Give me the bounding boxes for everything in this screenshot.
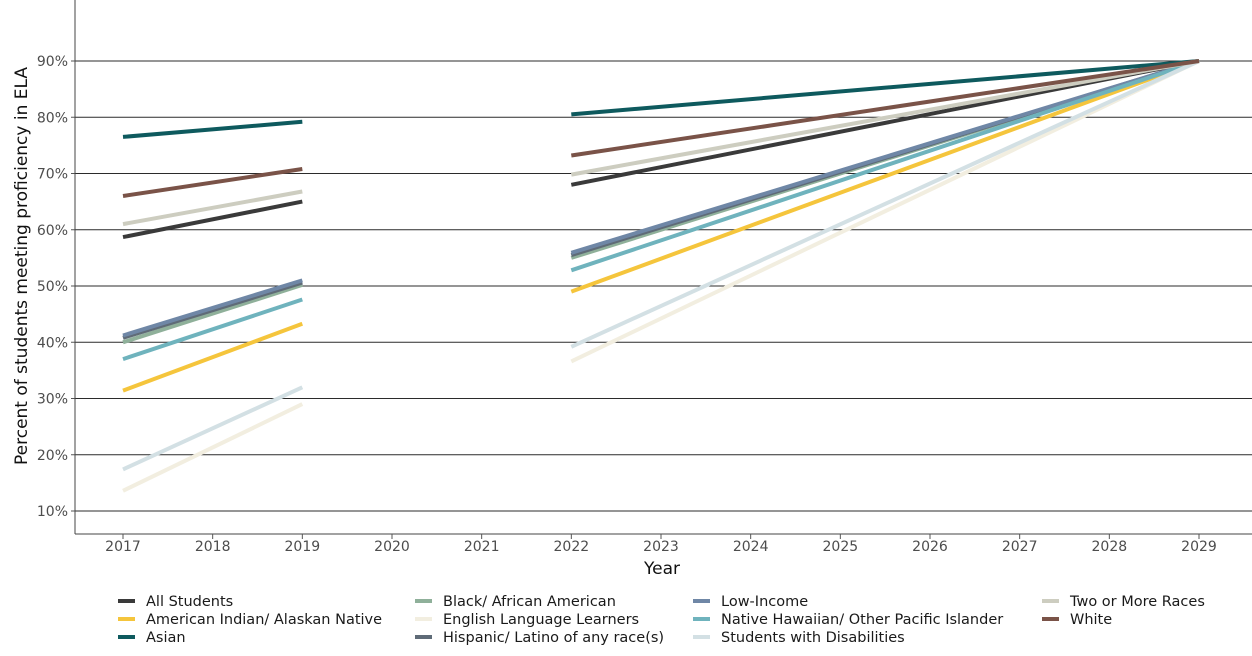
legend-item-english-language-learners: English Language Learners bbox=[415, 612, 639, 628]
y-axis-title: Percent of students meeting proficiency … bbox=[12, 67, 32, 465]
legend-item-black-african-american: Black/ African American bbox=[415, 594, 616, 610]
legend-label: Native Hawaiian/ Other Pacific Islander bbox=[721, 612, 1003, 628]
x-tick-label: 2028 bbox=[1092, 539, 1128, 555]
series-line-students-with-disabilities bbox=[122, 385, 304, 472]
y-tick-label: 50% bbox=[37, 279, 68, 295]
series-line-low-income bbox=[122, 278, 303, 338]
legend-swatch bbox=[415, 599, 432, 603]
x-tick-label: 2023 bbox=[643, 539, 679, 555]
y-tick-label: 20% bbox=[37, 448, 68, 464]
x-tick-label: 2017 bbox=[105, 539, 141, 555]
legend-item-all-students: All Students bbox=[118, 594, 233, 610]
y-tick-label: 90% bbox=[37, 54, 68, 70]
x-axis-title: Year bbox=[643, 559, 680, 579]
legend-swatch bbox=[1042, 617, 1059, 621]
y-axis: 10% 20% 30% 40% 50% 60% 70% 80% 90% bbox=[37, 0, 76, 534]
series-line-english-language-learners bbox=[122, 402, 304, 493]
legend-swatch bbox=[415, 617, 432, 621]
series-line-black-african-american bbox=[122, 282, 303, 345]
y-tick-label: 80% bbox=[37, 110, 68, 126]
legend-label: All Students bbox=[146, 594, 233, 610]
x-tick-label: 2022 bbox=[554, 539, 590, 555]
legend-item-two-or-more-races: Two or More Races bbox=[1042, 594, 1205, 610]
series-lines bbox=[122, 59, 1200, 493]
series-line-two-or-more-races bbox=[122, 189, 303, 227]
legend-swatch bbox=[118, 617, 135, 621]
series-line-asian bbox=[571, 59, 1200, 117]
legend-label: Black/ African American bbox=[443, 594, 616, 610]
legend-swatch bbox=[693, 617, 710, 621]
series-line-white bbox=[571, 59, 1200, 158]
x-tick-label: 2027 bbox=[1002, 539, 1038, 555]
series-line-english-language-learners bbox=[570, 59, 1200, 364]
x-tick-label: 2018 bbox=[195, 539, 231, 555]
legend-swatch bbox=[118, 635, 135, 639]
legend-item-native-hawaiian-other-pacific-islander: Native Hawaiian/ Other Pacific Islander bbox=[693, 612, 1003, 628]
y-tick-label: 40% bbox=[37, 335, 68, 351]
legend-label: Low-Income bbox=[721, 594, 808, 610]
legend-item-white: White bbox=[1042, 612, 1112, 628]
x-tick-label: 2020 bbox=[374, 539, 410, 555]
legend-label: Asian bbox=[146, 630, 186, 646]
x-tick-label: 2019 bbox=[285, 539, 321, 555]
legend-item-asian: Asian bbox=[118, 630, 186, 646]
series-line-hispanic-latino-of-any-race-s bbox=[122, 280, 303, 340]
legend-item-students-with-disabilities: Students with Disabilities bbox=[693, 630, 905, 646]
series-line-students-with-disabilities bbox=[570, 59, 1200, 349]
x-tick-label: 2026 bbox=[912, 539, 948, 555]
series-line-asian bbox=[122, 119, 303, 139]
legend-label: Two or More Races bbox=[1069, 594, 1205, 610]
legend-item-low-income: Low-Income bbox=[693, 594, 808, 610]
series-line-all-students bbox=[122, 199, 303, 240]
legend-label: Students with Disabilities bbox=[721, 630, 905, 646]
legend-label: English Language Learners bbox=[443, 612, 639, 628]
legend-swatch bbox=[415, 635, 432, 639]
series-line-two-or-more-races bbox=[570, 59, 1200, 177]
x-axis: 2017 2018 2019 2020 2021 2022 2023 2024 2025 2026… bbox=[75, 533, 1252, 555]
legend-item-hispanic-latino-of-any-race-s: Hispanic/ Latino of any race(s) bbox=[415, 630, 664, 646]
series-line-native-hawaiian-other-pacific-islander bbox=[122, 297, 303, 361]
legend-swatch bbox=[693, 635, 710, 639]
y-tick-label: 70% bbox=[37, 167, 68, 183]
legend: All Students American Indian/ Alaskan Nat… bbox=[118, 594, 1205, 646]
gridlines bbox=[75, 60, 1252, 512]
legend-label: White bbox=[1070, 612, 1112, 628]
y-tick-label: 30% bbox=[37, 392, 68, 408]
legend-swatch bbox=[118, 599, 135, 603]
y-tick-label: 10% bbox=[37, 504, 68, 520]
x-tick-label: 2021 bbox=[464, 539, 500, 555]
x-tick-label: 2025 bbox=[823, 539, 859, 555]
x-tick-label: 2029 bbox=[1181, 539, 1217, 555]
legend-label: American Indian/ Alaskan Native bbox=[146, 612, 382, 628]
series-line-american-indian-alaskan-native bbox=[122, 321, 303, 393]
legend-swatch bbox=[1042, 599, 1059, 603]
y-tick-label: 60% bbox=[37, 223, 68, 239]
x-tick-label: 2024 bbox=[733, 539, 769, 555]
series-line-native-hawaiian-other-pacific-islander bbox=[570, 59, 1200, 273]
legend-item-american-indian-alaskan-native: American Indian/ Alaskan Native bbox=[118, 612, 382, 628]
series-line-white bbox=[122, 167, 303, 198]
legend-label: Hispanic/ Latino of any race(s) bbox=[443, 630, 664, 646]
series-line-low-income bbox=[570, 59, 1200, 255]
legend-swatch bbox=[693, 599, 710, 603]
series-line-american-indian-alaskan-native bbox=[570, 59, 1200, 294]
